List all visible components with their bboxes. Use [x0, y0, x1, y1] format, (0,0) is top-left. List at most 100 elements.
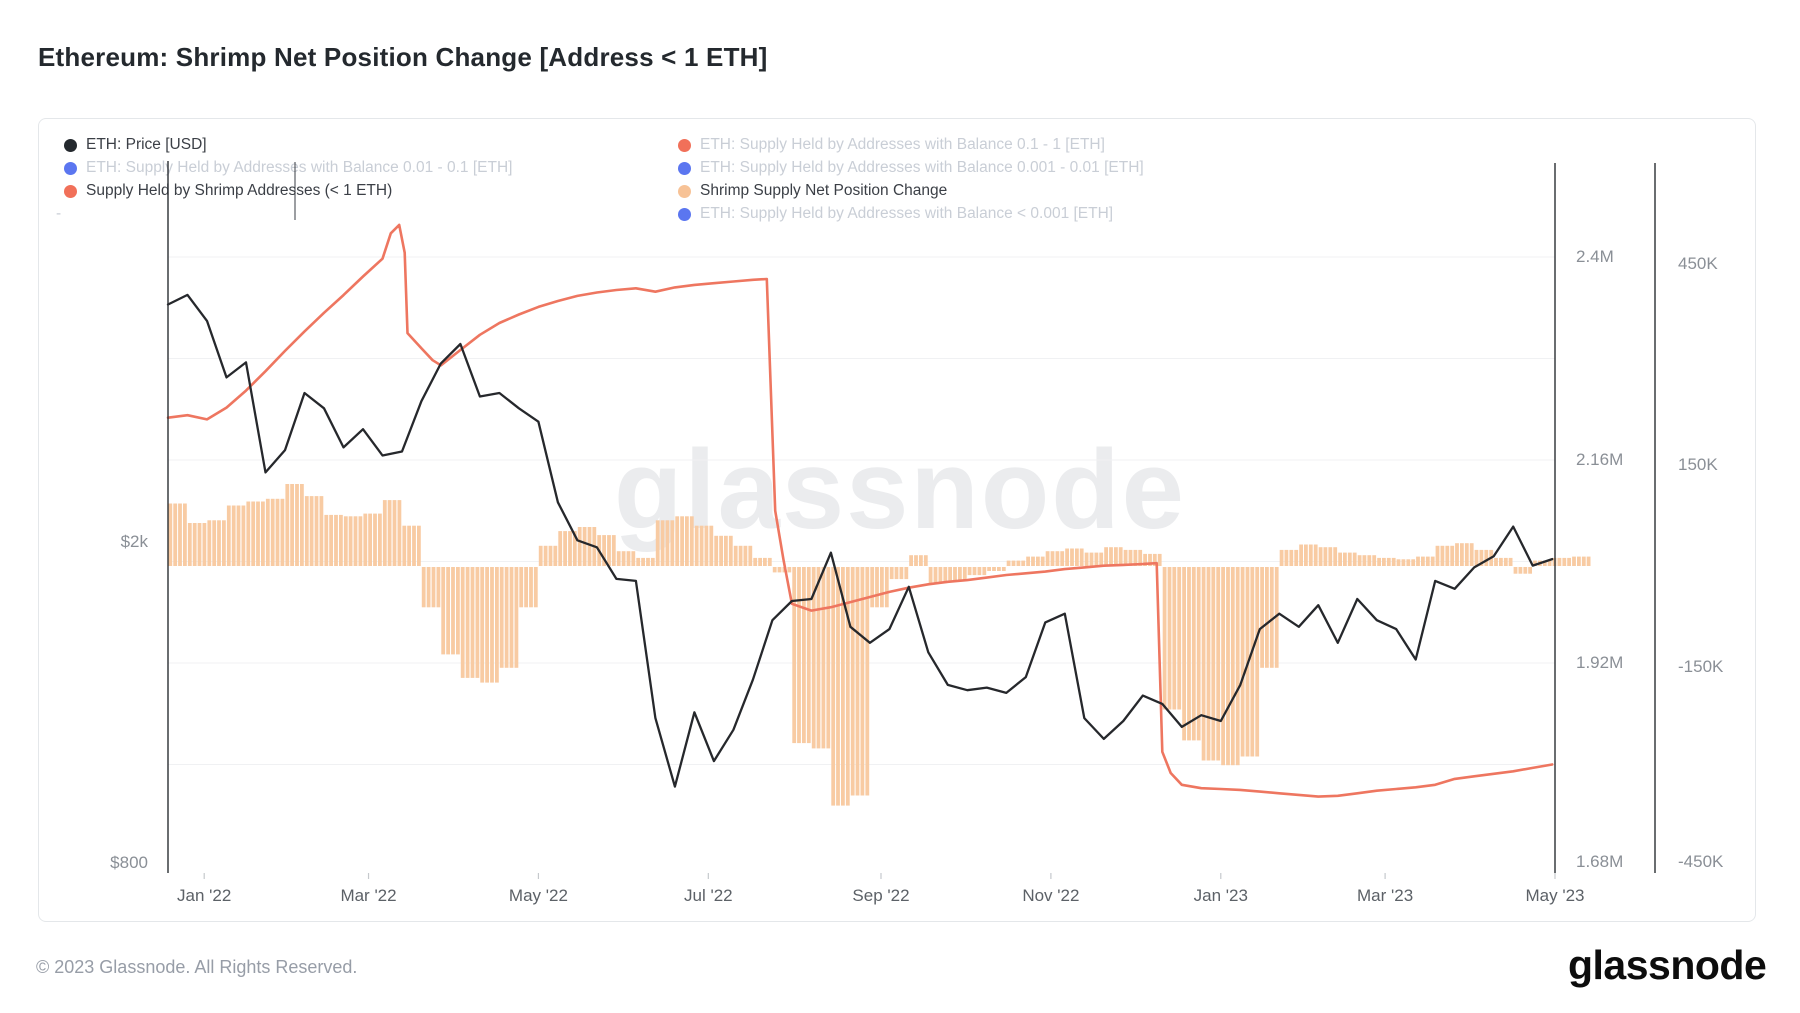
net-position-bar	[197, 523, 202, 566]
supply-axis-tick: 1.68M	[1576, 852, 1624, 871]
net-position-bar	[1152, 553, 1157, 566]
net-position-bar	[1542, 560, 1547, 566]
net-position-bar	[694, 525, 699, 566]
net-position-bar	[1562, 557, 1567, 566]
net-position-bar	[426, 567, 431, 608]
net-position-bar	[763, 557, 767, 566]
net-position-bar	[207, 520, 212, 566]
net-position-bar	[1177, 567, 1182, 710]
net-position-bar	[1226, 567, 1230, 766]
net-position-bar	[265, 498, 270, 566]
net-position-bar	[758, 557, 762, 566]
net-position-bar	[826, 567, 831, 749]
net-position-bar	[1513, 567, 1518, 574]
net-position-bar	[811, 567, 816, 749]
net-position-bar	[1036, 556, 1040, 566]
net-position-bar	[1406, 559, 1411, 566]
net-position-bar	[519, 567, 524, 608]
net-position-bar	[728, 535, 733, 566]
net-position-bar	[1269, 567, 1274, 668]
legend-item-right-2[interactable]: Shrimp Supply Net Position Change	[678, 182, 947, 200]
net-position-bar	[928, 567, 933, 584]
legend-item-left-0[interactable]: ETH: Price [USD]	[64, 136, 207, 154]
x-axis-tick: Jan '22	[177, 886, 232, 905]
net-position-bar	[246, 501, 251, 566]
net-position-bar	[378, 513, 382, 566]
net-position-bar	[1284, 549, 1289, 566]
net-position-bar	[860, 567, 865, 796]
net-position-bar	[504, 567, 509, 668]
net-position-bar	[992, 567, 996, 571]
net-position-bar	[582, 527, 587, 566]
net-position-bar	[636, 557, 641, 566]
net-position-bar	[1099, 552, 1104, 566]
net-position-bar	[1328, 547, 1333, 566]
net-position-bar	[733, 545, 738, 566]
net-position-bar	[373, 513, 377, 566]
net-position-bar	[529, 567, 533, 608]
net-position-bar	[270, 498, 275, 566]
net-position-bar	[1318, 547, 1323, 566]
net-position-bar	[533, 567, 538, 608]
net-position-bar	[880, 567, 884, 608]
net-position-bar	[777, 567, 782, 573]
net-position-bar	[1557, 557, 1562, 566]
net-position-bar	[587, 527, 592, 566]
net-axis-tick: -150K	[1678, 656, 1724, 676]
net-position-bar	[1499, 557, 1503, 566]
net-position-bar	[919, 555, 923, 566]
net-position-bar	[607, 535, 611, 566]
net-position-bar	[719, 535, 723, 566]
net-position-bar	[709, 525, 714, 566]
x-axis-tick: Jul '22	[684, 886, 733, 905]
net-position-bar	[1333, 547, 1338, 566]
net-position-bar	[646, 557, 650, 566]
net-position-bar	[480, 567, 485, 683]
net-position-bar	[1440, 545, 1445, 566]
net-position-bar	[1230, 567, 1235, 766]
net-position-bar	[1040, 556, 1045, 566]
chart-title: Ethereum: Shrimp Net Position Change [Ad…	[38, 42, 768, 72]
net-position-bar	[889, 567, 894, 580]
net-position-bar	[997, 567, 1001, 571]
net-position-bar	[1001, 567, 1006, 571]
net-position-bar	[772, 567, 777, 573]
net-position-bar	[914, 555, 918, 566]
net-position-bar	[831, 567, 836, 806]
net-position-bar	[982, 567, 987, 576]
net-position-bar	[1206, 567, 1211, 761]
net-position-bar	[1343, 552, 1347, 566]
net-position-bar	[470, 567, 475, 678]
legend-label: ETH: Supply Held by Addresses with Balan…	[700, 159, 1144, 176]
net-position-bar	[558, 531, 563, 566]
legend-item-right-3[interactable]: ETH: Supply Held by Addresses with Balan…	[678, 205, 1113, 223]
legend-item-right-0[interactable]: ETH: Supply Held by Addresses with Balan…	[678, 136, 1105, 154]
legend-dot	[678, 207, 691, 221]
net-position-bar	[943, 567, 948, 584]
net-position-bar	[304, 496, 309, 566]
legend-item-left-1[interactable]: ETH: Supply Held by Addresses with Balan…	[64, 159, 512, 177]
net-position-bar	[1586, 556, 1591, 566]
plot-area[interactable]	[168, 161, 1555, 873]
net-position-bar	[1421, 556, 1425, 566]
net-position-bar	[1094, 552, 1099, 566]
net-position-bar	[1304, 544, 1308, 566]
net-position-bar	[524, 567, 528, 608]
net-position-bar	[704, 525, 709, 566]
net-position-bar	[1572, 556, 1576, 566]
legend-item-left-2[interactable]: Supply Held by Shrimp Addresses (< 1 ETH…	[64, 182, 392, 200]
net-position-bar	[343, 516, 348, 566]
net-position-bar	[665, 520, 670, 566]
net-position-bar	[421, 567, 426, 608]
legend-item-right-1[interactable]: ETH: Supply Held by Addresses with Balan…	[678, 159, 1144, 177]
net-position-bar	[972, 567, 977, 576]
net-position-bar	[1055, 551, 1060, 566]
net-position-bar	[261, 501, 265, 566]
net-position-bar	[1006, 560, 1011, 566]
net-position-bar	[753, 557, 758, 566]
net-position-bar	[1265, 567, 1269, 668]
net-position-bar	[797, 567, 801, 744]
net-position-bar	[1060, 551, 1065, 566]
legend-item-left-3[interactable]: -	[56, 205, 61, 223]
net-position-bar	[1474, 549, 1479, 566]
